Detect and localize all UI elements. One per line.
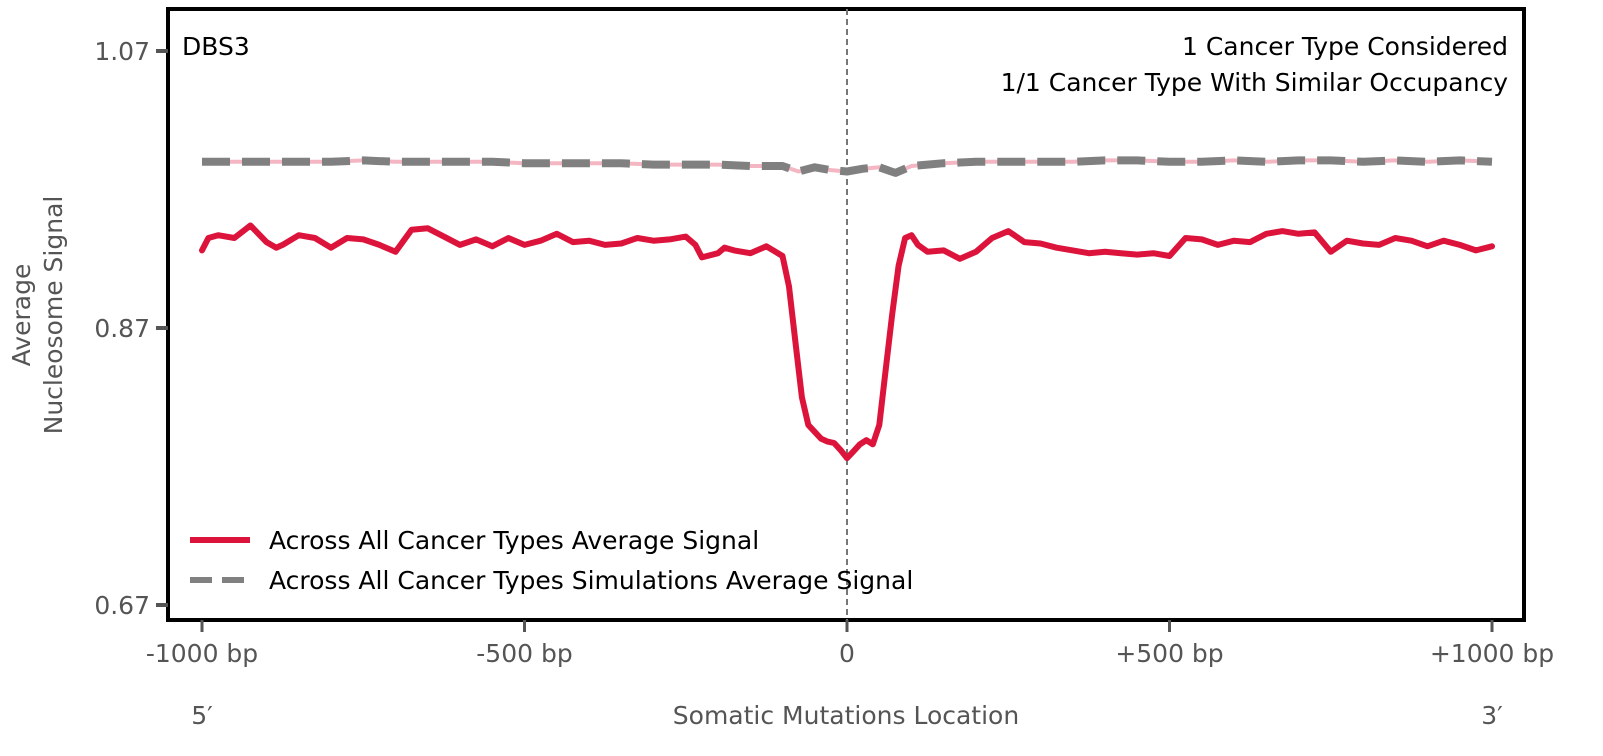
x-tick-label: +1000 bp [1430, 639, 1554, 668]
y-tick-label: 1.07 [94, 37, 150, 66]
annotation-similar-occupancy: 1/1 Cancer Type With Similar Occupancy [1001, 68, 1509, 97]
x-tick-label: 0 [839, 639, 855, 668]
series-simulation-line [202, 156, 1493, 177]
x-axis-title: Somatic Mutations Location [673, 701, 1019, 730]
series-layer [199, 156, 1495, 462]
y-tick-label: 0.67 [94, 591, 150, 620]
y-axis-title-line-2: Nucleosome Signal [39, 196, 68, 435]
x-axis: -1000 bp -500 bp 0 +500 bp +1000 bp [146, 620, 1554, 668]
y-tick-label: 0.87 [94, 314, 150, 343]
three-prime-label: 3′ [1481, 701, 1503, 730]
legend: Across All Cancer Types Average Signal A… [190, 526, 913, 595]
x-tick-label: -500 bp [476, 639, 572, 668]
y-axis-title-line-1: Average [7, 264, 36, 367]
legend-label-simulated: Across All Cancer Types Simulations Aver… [269, 566, 913, 595]
signature-label: DBS3 [182, 32, 250, 61]
y-axis: 1.07 0.87 0.67 [94, 37, 168, 620]
x-tick-label: -1000 bp [146, 639, 258, 668]
legend-label-observed: Across All Cancer Types Average Signal [269, 526, 759, 555]
x-tick-label: +500 bp [1115, 639, 1223, 668]
series-observed-line [199, 222, 1495, 462]
five-prime-label: 5′ [191, 701, 213, 730]
annotation-cancer-types-considered: 1 Cancer Type Considered [1182, 32, 1508, 61]
y-axis-title: Average Nucleosome Signal [7, 196, 68, 435]
